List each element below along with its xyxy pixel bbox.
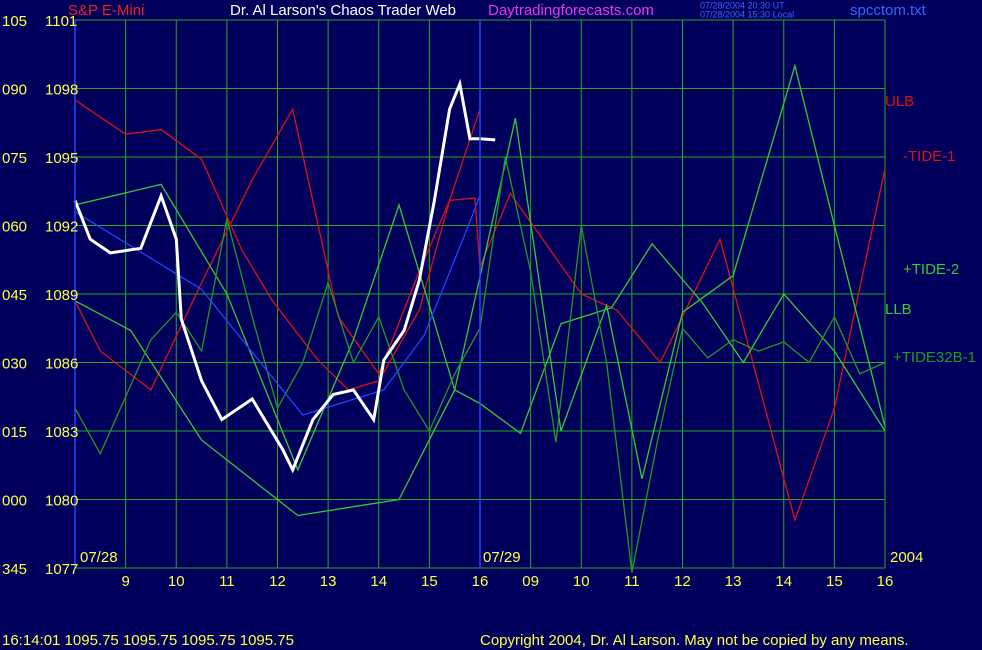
y-tick-label: 1101 bbox=[45, 13, 77, 30]
chart-title: Dr. Al Larson's Chaos Trader Web bbox=[230, 2, 456, 19]
series-line bbox=[74, 63, 886, 480]
x-tick-label: 11 bbox=[219, 573, 235, 590]
x-tick-label: 10 bbox=[168, 573, 185, 590]
x-tick-label: 14 bbox=[370, 573, 387, 590]
x-tick-label: 16 bbox=[472, 573, 489, 590]
angle-label: 000 bbox=[2, 492, 27, 509]
angle-label: 105 bbox=[2, 13, 27, 30]
angle-label: 060 bbox=[2, 218, 27, 235]
angle-label: 030 bbox=[2, 355, 27, 372]
instrument: S&P E-Mini bbox=[68, 2, 144, 19]
status: 16:14:01 1095.75 1095.75 1095.75 1095.75 bbox=[2, 632, 294, 649]
y-tick-label: 1098 bbox=[45, 81, 78, 98]
angle-label: 090 bbox=[2, 81, 27, 98]
x-tick-label: 12 bbox=[269, 573, 286, 590]
series-line bbox=[74, 195, 481, 416]
legend-label: +TIDE32B-1 bbox=[893, 349, 976, 366]
x-tick-label: 15 bbox=[421, 573, 438, 590]
y-tick-label: 1086 bbox=[45, 355, 78, 372]
angle-label: 345 bbox=[2, 561, 27, 578]
copyright: Copyright 2004, Dr. Al Larson. May not b… bbox=[480, 632, 909, 649]
site: Daytradingforecasts.com bbox=[488, 2, 654, 19]
x-tick-label: 13 bbox=[725, 573, 742, 590]
x-tick-label: 14 bbox=[775, 573, 792, 590]
legend-label: -TIDE-1 bbox=[903, 148, 956, 165]
y-tick-label: 1092 bbox=[45, 218, 78, 235]
y-tick-label: 1095 bbox=[45, 150, 78, 167]
date-label: 07/29 bbox=[483, 549, 521, 566]
series-line bbox=[73, 78, 496, 474]
x-tick-label: 11 bbox=[624, 573, 640, 590]
angle-label: 075 bbox=[2, 150, 27, 167]
angle-label: 045 bbox=[2, 287, 27, 304]
y-tick-label: 1083 bbox=[45, 424, 78, 441]
legend-label: +TIDE-2 bbox=[903, 261, 959, 278]
file-name: spcctom.txt bbox=[850, 2, 927, 19]
y-tick-label: 1077 bbox=[45, 561, 78, 578]
timestamp: 07/28/2004 15:30 Local bbox=[700, 9, 794, 19]
legend-label: ULB bbox=[885, 93, 914, 110]
x-tick-label: 16 bbox=[877, 573, 894, 590]
y-tick-label: 1080 bbox=[45, 492, 78, 509]
timestamp: 07/28/2004 20:30 UT bbox=[700, 0, 785, 10]
date-label: 2004 bbox=[890, 549, 923, 566]
grid bbox=[75, 19, 886, 569]
series-line bbox=[74, 242, 886, 517]
x-tick-label: 13 bbox=[320, 573, 337, 590]
x-tick-label: 09 bbox=[522, 573, 539, 590]
y-tick-label: 1089 bbox=[45, 287, 78, 304]
legend-label: LLB bbox=[885, 301, 912, 318]
series-line bbox=[74, 99, 481, 391]
date-label: 07/28 bbox=[80, 549, 118, 566]
angle-label: 015 bbox=[2, 424, 27, 441]
x-tick-label: 12 bbox=[674, 573, 691, 590]
x-tick-label: 15 bbox=[826, 573, 843, 590]
x-tick-label: 9 bbox=[121, 573, 129, 590]
x-tick-label: 10 bbox=[573, 573, 590, 590]
